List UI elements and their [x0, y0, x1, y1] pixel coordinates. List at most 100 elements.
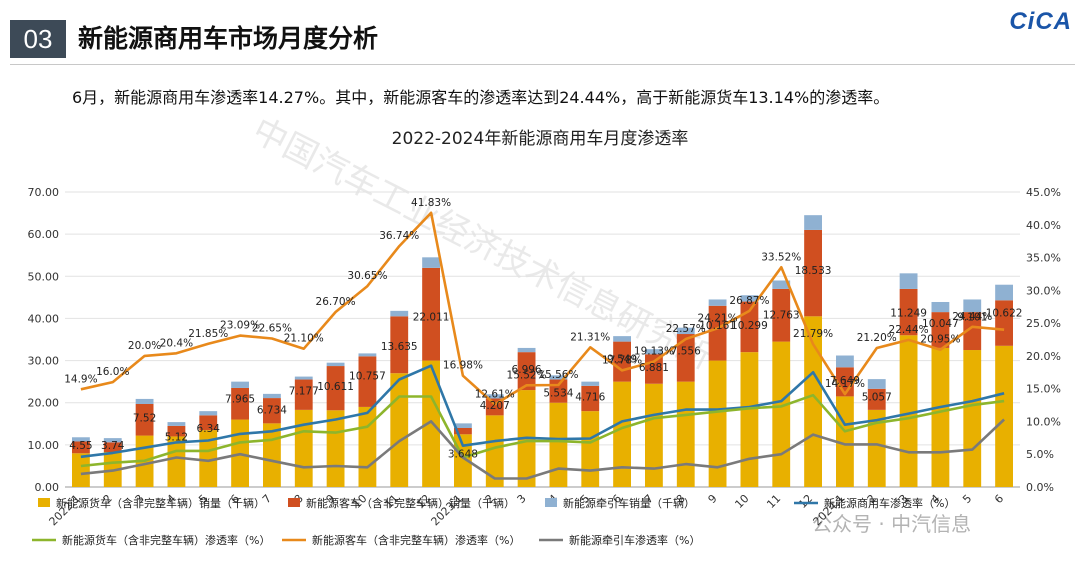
data-label: 21.10% — [284, 333, 324, 345]
bar-truck — [645, 383, 663, 487]
bar-tractor — [836, 355, 854, 368]
data-label: 10.611 — [317, 381, 354, 393]
bar-truck — [294, 409, 313, 487]
data-label: 15.52% — [507, 369, 547, 381]
data-label: 3.648 — [448, 449, 478, 461]
bar-bus — [199, 415, 218, 431]
data-label: 21.20% — [857, 332, 897, 344]
legend-swatch — [38, 498, 50, 507]
y2-tick-label: 5.0% — [1026, 448, 1054, 461]
x-tick-label: 12 — [796, 492, 815, 511]
data-label: 10.161 — [699, 320, 736, 332]
data-label: 20.4% — [160, 337, 193, 349]
y-tick-label: 50.00 — [28, 270, 60, 283]
data-label: 36.74% — [379, 230, 419, 242]
bar-tractor — [899, 273, 918, 289]
data-label: 14.17% — [825, 378, 865, 390]
bar-tractor — [867, 379, 886, 389]
bar-truck — [390, 373, 409, 487]
bar-tractor — [995, 284, 1013, 301]
y2-tick-label: 15.0% — [1026, 383, 1061, 396]
bar-bus — [676, 334, 695, 382]
bar-truck — [199, 430, 218, 487]
bar-tractor — [167, 422, 186, 426]
data-label: 16.0% — [96, 366, 129, 378]
bar-truck — [963, 350, 982, 487]
data-label: 26.70% — [316, 296, 356, 308]
header-divider — [10, 64, 1075, 65]
section-number: 03 — [10, 20, 66, 58]
y-tick-label: 0.00 — [35, 481, 60, 494]
data-label: 12.763 — [763, 309, 800, 321]
bar-truck — [581, 411, 600, 487]
bar-bus — [167, 425, 186, 437]
bar-bus — [294, 379, 313, 410]
data-label: 20.0% — [128, 340, 161, 352]
data-label: 6.34 — [197, 423, 221, 435]
data-label: 10.757 — [349, 371, 386, 383]
data-label: 4.55 — [69, 440, 92, 452]
y2-tick-label: 0.0% — [1026, 481, 1054, 494]
data-label: 9.549 — [607, 354, 637, 366]
data-label: 18.533 — [795, 265, 832, 277]
bar-tractor — [931, 301, 950, 313]
data-label: 6.734 — [257, 404, 287, 416]
bar-tractor — [263, 393, 281, 399]
bar-bus — [454, 428, 472, 435]
data-label: 4.716 — [575, 392, 605, 404]
data-label: 22.44% — [889, 324, 929, 336]
data-label: 14.9% — [64, 373, 97, 385]
chart: 2022-2024年新能源商用车月度渗透率 中国汽车工业经济技术信息研究所 公众… — [28, 118, 1061, 547]
y-tick-label: 60.00 — [28, 228, 60, 241]
data-label: 7.965 — [225, 394, 255, 406]
bar-truck — [549, 402, 568, 487]
line-truck-penetration — [80, 393, 1005, 468]
data-label: 7.649 — [830, 375, 860, 387]
bar-truck — [899, 335, 918, 487]
y-tick-label: 30.00 — [28, 355, 60, 368]
data-label: 23.09% — [220, 320, 260, 332]
line-bus-penetration — [80, 211, 1005, 406]
bar-bus — [899, 288, 918, 336]
bar-truck — [167, 436, 186, 487]
data-label: 22.65% — [252, 323, 292, 335]
data-label: 24.21% — [698, 312, 738, 324]
legend-entry: 新能源货车（含非完整车辆）渗透率（%） — [62, 533, 270, 547]
bar-bus — [517, 352, 536, 391]
bar-tractor — [740, 295, 759, 302]
bar-bus — [422, 267, 440, 361]
bar-tractor — [772, 280, 791, 289]
line-layer — [80, 211, 1005, 480]
data-label: 13.635 — [381, 341, 418, 353]
bar-tractor — [645, 349, 663, 355]
bar-bus — [231, 387, 249, 420]
bar-bus — [581, 385, 600, 412]
bar-tractor — [294, 376, 313, 380]
legend-entry: 新能源客车（含非完整车辆）渗透率（%） — [312, 533, 520, 547]
legend-entry: 新能源牵引车渗透率（%） — [569, 533, 700, 547]
bar-truck — [485, 415, 504, 487]
bar-truck — [72, 453, 90, 487]
y2-tick-label: 35.0% — [1026, 252, 1061, 265]
y2-tick-label: 30.0% — [1026, 284, 1061, 297]
data-label: 3.74 — [101, 440, 125, 452]
bar-tractor — [581, 381, 600, 386]
bar-bus — [613, 341, 631, 382]
y2-tick-label: 40.0% — [1026, 219, 1061, 232]
bar-truck — [326, 410, 345, 487]
line-tractor-penetration — [80, 418, 1005, 480]
bar-bus — [708, 305, 727, 361]
x-tick-label: 5 — [960, 492, 974, 506]
data-label: 21.79% — [793, 328, 833, 340]
bottom-watermark: 公众号 · 中汽信息 — [812, 512, 971, 536]
data-label: 24.44% — [952, 311, 992, 323]
data-label: 21.85% — [188, 328, 228, 340]
data-label: 5.12 — [165, 432, 188, 444]
bar-truck — [772, 341, 791, 487]
data-label: 19.13% — [634, 346, 674, 358]
data-label: 21.31% — [570, 331, 610, 343]
label-layer: 14.9%16.0%20.0%20.4%21.85%23.09%22.65%21… — [64, 197, 1022, 461]
bar-truck — [613, 381, 631, 487]
data-label: 15.56% — [538, 369, 578, 381]
bar-tractor — [517, 347, 536, 353]
